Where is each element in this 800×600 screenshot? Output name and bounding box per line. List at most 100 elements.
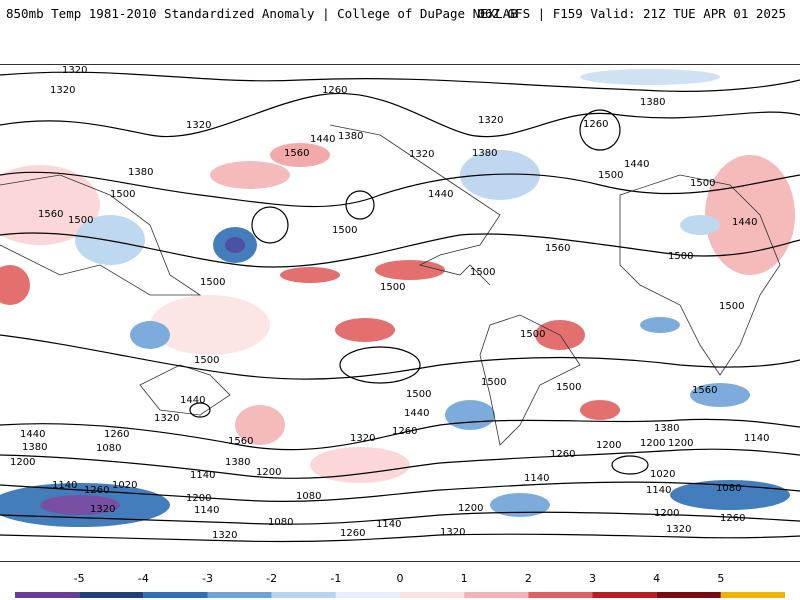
contour-label: 1380 (225, 457, 250, 468)
colorbar-tick-label: 5 (717, 572, 725, 585)
north-america-coast (329, 124, 501, 286)
warm-anomaly-patch (235, 405, 285, 445)
contour-label: 1140 (376, 519, 401, 530)
cold-anomaly-patch (130, 321, 170, 349)
colorbar-swatch (207, 592, 272, 598)
contour-label: 1260 (84, 485, 109, 496)
map-title: 850mb Temp 1981-2010 Standardized Anomal… (6, 6, 518, 21)
contour-label: 1080 (268, 517, 293, 528)
contour-label: 1440 (404, 408, 429, 419)
contour-label: 1380 (128, 167, 153, 178)
cold-anomaly-patch (680, 215, 720, 235)
contour-label: 1440 (624, 159, 649, 170)
colorbar-swatch (271, 592, 336, 598)
contour-label: 1260 (583, 119, 608, 130)
contour-label: 1500 (481, 377, 506, 388)
contour-label: 1260 (550, 449, 575, 460)
contour-label: 1440 (180, 395, 205, 406)
contour-label: 1320 (62, 65, 87, 76)
contour-label: 1080 (296, 491, 321, 502)
contour-label: 1260 (392, 426, 417, 437)
contour-label: 1320 (409, 149, 434, 160)
contour-label: 1140 (52, 480, 77, 491)
contour-label: 1200 (654, 508, 679, 519)
contour-label: 1500 (668, 251, 693, 262)
contour-label: 1200 (596, 440, 621, 451)
contour-labels: 1320 1320 1260 1380 1320 1260 1320 1440 … (10, 65, 769, 541)
colorbar-swatch (79, 592, 144, 598)
anomaly-colorbar: -5 -4 -3 -2 -1 0 1 2 3 4 5 (0, 570, 800, 600)
contour-label: 1140 (646, 485, 671, 496)
colorbar-swatch (528, 592, 593, 598)
australia-coast (139, 364, 231, 416)
contour-label: 1380 (338, 131, 363, 142)
cold-anomaly-patch (640, 317, 680, 333)
contour-label: 1200 (256, 467, 281, 478)
south-america-coast (479, 314, 581, 446)
contour-label: 1440 (428, 189, 453, 200)
cold-anomaly-patch (580, 69, 720, 85)
warm-anomaly-patch (210, 161, 290, 189)
colorbar-tick-label: 3 (589, 572, 596, 585)
colorbar-swatch (143, 592, 208, 598)
contour-label: 1500 (110, 189, 135, 200)
colorbar-tick-label: 1 (460, 572, 468, 585)
contour-label: 1500 (556, 382, 581, 393)
contour-label: 1380 (640, 97, 665, 108)
contour-label: 1320 (666, 524, 691, 535)
colorbar-graphic (15, 592, 785, 598)
contour-label: 1560 (228, 436, 253, 447)
contour-label: 1320 (478, 115, 503, 126)
warm-anomaly-patch (150, 295, 270, 355)
cold-anomaly-patch (40, 495, 120, 515)
contour-label: 1500 (470, 267, 495, 278)
warm-anomaly-patch (335, 318, 395, 342)
contour-label: 1320 (154, 413, 179, 424)
contour-label: 1260 (340, 528, 365, 539)
cold-anomaly-patch (225, 237, 245, 253)
colorbar-tick-label: -4 (137, 572, 149, 585)
contour-label: 1320 (350, 433, 375, 444)
model-run-info: 06Z GFS | F159 Valid: 21Z TUE APR 01 202… (477, 6, 786, 21)
contour-label: 1080 (96, 443, 121, 454)
contour-label: 1020 (650, 469, 675, 480)
colorbar-swatch (464, 592, 529, 598)
warm-anomaly-patch (580, 400, 620, 420)
cold-anomaly-patch (75, 215, 145, 265)
cold-anomaly-patch (490, 493, 550, 517)
contour-label: 1500 (200, 277, 225, 288)
colorbar-tick-label: 2 (524, 572, 532, 585)
contour-label: 1380 (472, 148, 497, 159)
coastlines (0, 124, 781, 446)
contour-label: 1320 (440, 527, 465, 538)
contour-label: 1260 (322, 85, 347, 96)
contour-label: 1200 (458, 503, 483, 514)
contour-label: 1380 (22, 442, 47, 453)
contour-label: 1320 (212, 530, 237, 541)
colorbar-swatch (335, 592, 400, 598)
map-canvas: 1320 1320 1260 1380 1320 1260 1320 1440 … (0, 65, 800, 543)
warm-anomaly-patch (375, 260, 445, 280)
map-header: 850mb Temp 1981-2010 Standardized Anomal… (0, 0, 800, 30)
height-contours (0, 71, 800, 543)
colorbar-tick-label: -5 (73, 572, 85, 585)
colorbar-swatch (400, 592, 465, 598)
contour-label: 1500 (719, 301, 744, 312)
colorbar-tick-label: 4 (653, 572, 661, 585)
contour-label: 1500 (598, 170, 623, 181)
contour-label: 1440 (732, 217, 757, 228)
cold-anomaly-patch (690, 383, 750, 407)
contour-label: 1200 (668, 438, 693, 449)
colorbar-tick-label: -3 (202, 572, 213, 585)
contour-label: 1320 (186, 120, 211, 131)
contour-label: 1320 (90, 504, 115, 515)
contour-label: 1500 (68, 215, 93, 226)
contour-label: 1200 (186, 493, 211, 504)
contour-label: 1560 (692, 385, 717, 396)
contour-label: 1200 (10, 457, 35, 468)
warm-anomaly-patch (310, 447, 410, 483)
asia-coast (0, 174, 202, 296)
warm-anomaly-patch (0, 165, 100, 245)
contour-label: 1500 (332, 225, 357, 236)
africa-europe-coast (619, 174, 781, 376)
